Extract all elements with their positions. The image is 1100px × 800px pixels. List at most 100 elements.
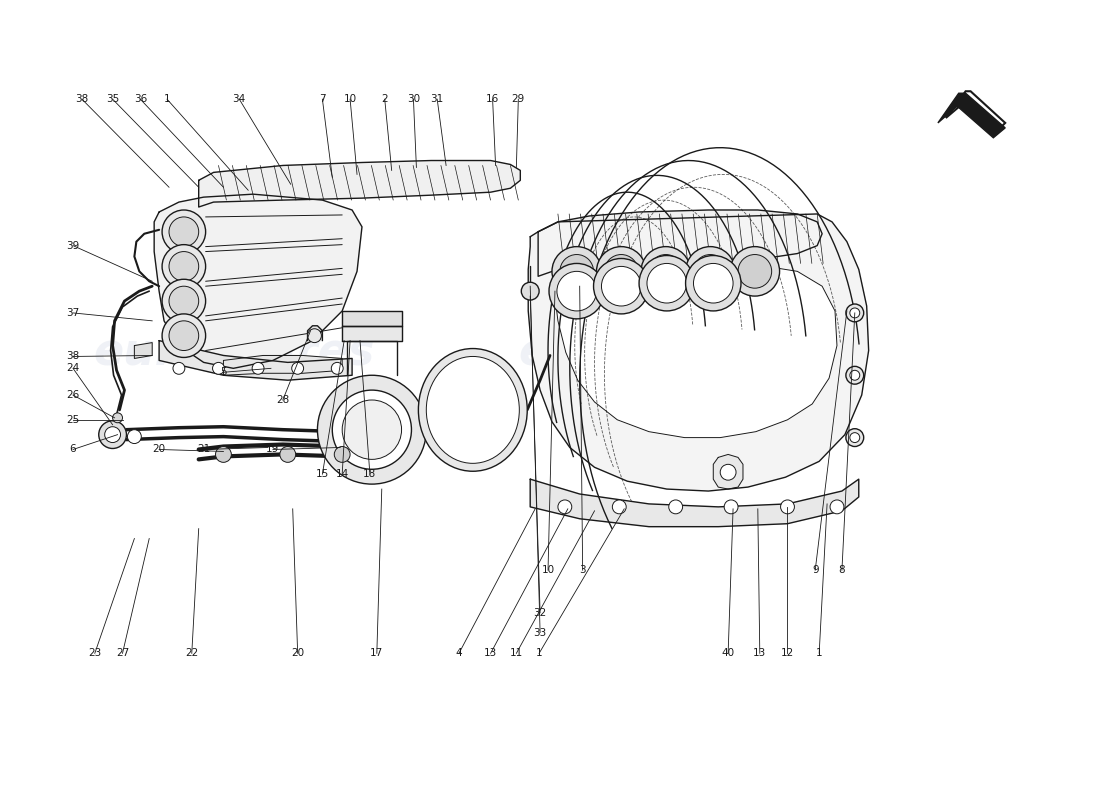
Circle shape (331, 362, 343, 374)
Circle shape (693, 263, 733, 303)
Text: 22: 22 (185, 648, 198, 658)
Circle shape (781, 500, 794, 514)
Polygon shape (308, 326, 322, 341)
Text: 33: 33 (534, 627, 547, 638)
Ellipse shape (418, 349, 527, 471)
Text: 1: 1 (164, 94, 170, 104)
Polygon shape (946, 91, 1005, 133)
Text: 36: 36 (134, 94, 147, 104)
Text: 24: 24 (66, 363, 79, 374)
Text: 20: 20 (292, 648, 305, 658)
Circle shape (169, 286, 199, 316)
Text: 5: 5 (220, 367, 227, 378)
Text: 7: 7 (319, 94, 326, 104)
Circle shape (558, 500, 572, 514)
Circle shape (169, 251, 199, 282)
Circle shape (521, 282, 539, 300)
Polygon shape (530, 479, 859, 526)
Text: 16: 16 (486, 94, 499, 104)
Polygon shape (199, 161, 520, 207)
Text: 39: 39 (66, 241, 79, 250)
Polygon shape (160, 341, 352, 380)
Circle shape (685, 255, 741, 311)
Circle shape (649, 254, 683, 288)
Circle shape (162, 245, 206, 288)
Text: 9: 9 (812, 566, 818, 575)
Ellipse shape (427, 357, 519, 463)
Circle shape (279, 446, 296, 462)
Polygon shape (528, 214, 869, 491)
Circle shape (216, 446, 231, 462)
Circle shape (850, 433, 860, 442)
Text: 25: 25 (66, 414, 79, 425)
Text: 34: 34 (232, 94, 246, 104)
Text: 19: 19 (266, 445, 279, 454)
Text: 17: 17 (371, 648, 384, 658)
Text: 2: 2 (382, 94, 388, 104)
Circle shape (169, 217, 199, 246)
Text: 38: 38 (66, 351, 79, 362)
Text: 1: 1 (816, 648, 823, 658)
Text: 4: 4 (455, 648, 462, 658)
Text: 37: 37 (66, 308, 79, 318)
Text: 29: 29 (512, 94, 525, 104)
Circle shape (334, 446, 350, 462)
Circle shape (112, 413, 122, 422)
Circle shape (738, 254, 772, 288)
Circle shape (846, 304, 864, 322)
Polygon shape (223, 355, 342, 375)
Circle shape (647, 263, 686, 303)
Text: 35: 35 (106, 94, 119, 104)
Circle shape (162, 279, 206, 323)
Text: 31: 31 (430, 94, 443, 104)
Circle shape (318, 375, 427, 484)
Text: 21: 21 (197, 445, 210, 454)
Text: 8: 8 (838, 566, 845, 575)
Polygon shape (342, 326, 402, 341)
Polygon shape (538, 210, 822, 276)
Text: eurospares: eurospares (94, 331, 375, 374)
Text: 3: 3 (580, 566, 586, 575)
Text: eurospares: eurospares (518, 331, 800, 374)
Circle shape (850, 370, 860, 380)
Circle shape (342, 400, 402, 459)
Circle shape (549, 263, 604, 319)
Text: 10: 10 (343, 94, 356, 104)
Text: 14: 14 (336, 470, 349, 479)
Circle shape (602, 266, 641, 306)
Circle shape (292, 362, 304, 374)
Circle shape (560, 254, 594, 288)
Text: 18: 18 (363, 470, 376, 479)
Text: 12: 12 (781, 648, 794, 658)
Circle shape (641, 246, 691, 296)
Circle shape (604, 254, 638, 288)
Text: 20: 20 (153, 445, 166, 454)
Text: 13: 13 (754, 648, 767, 658)
Circle shape (685, 246, 735, 296)
Circle shape (830, 500, 844, 514)
Circle shape (212, 362, 224, 374)
Text: 23: 23 (88, 648, 101, 658)
Polygon shape (554, 262, 837, 438)
Text: 32: 32 (534, 608, 547, 618)
Circle shape (162, 210, 206, 254)
Circle shape (162, 314, 206, 358)
Text: 28: 28 (276, 395, 289, 405)
Circle shape (552, 246, 602, 296)
Circle shape (720, 464, 736, 480)
Polygon shape (342, 311, 402, 326)
Circle shape (104, 426, 121, 442)
Circle shape (596, 246, 646, 296)
Polygon shape (713, 454, 743, 489)
Circle shape (332, 390, 411, 470)
Polygon shape (938, 94, 1005, 138)
Circle shape (557, 271, 596, 311)
Circle shape (846, 429, 864, 446)
Circle shape (252, 362, 264, 374)
Circle shape (128, 430, 141, 443)
Text: 10: 10 (541, 566, 554, 575)
Text: 15: 15 (316, 470, 329, 479)
Circle shape (693, 254, 727, 288)
Text: 38: 38 (75, 94, 89, 104)
Text: 1: 1 (536, 648, 542, 658)
